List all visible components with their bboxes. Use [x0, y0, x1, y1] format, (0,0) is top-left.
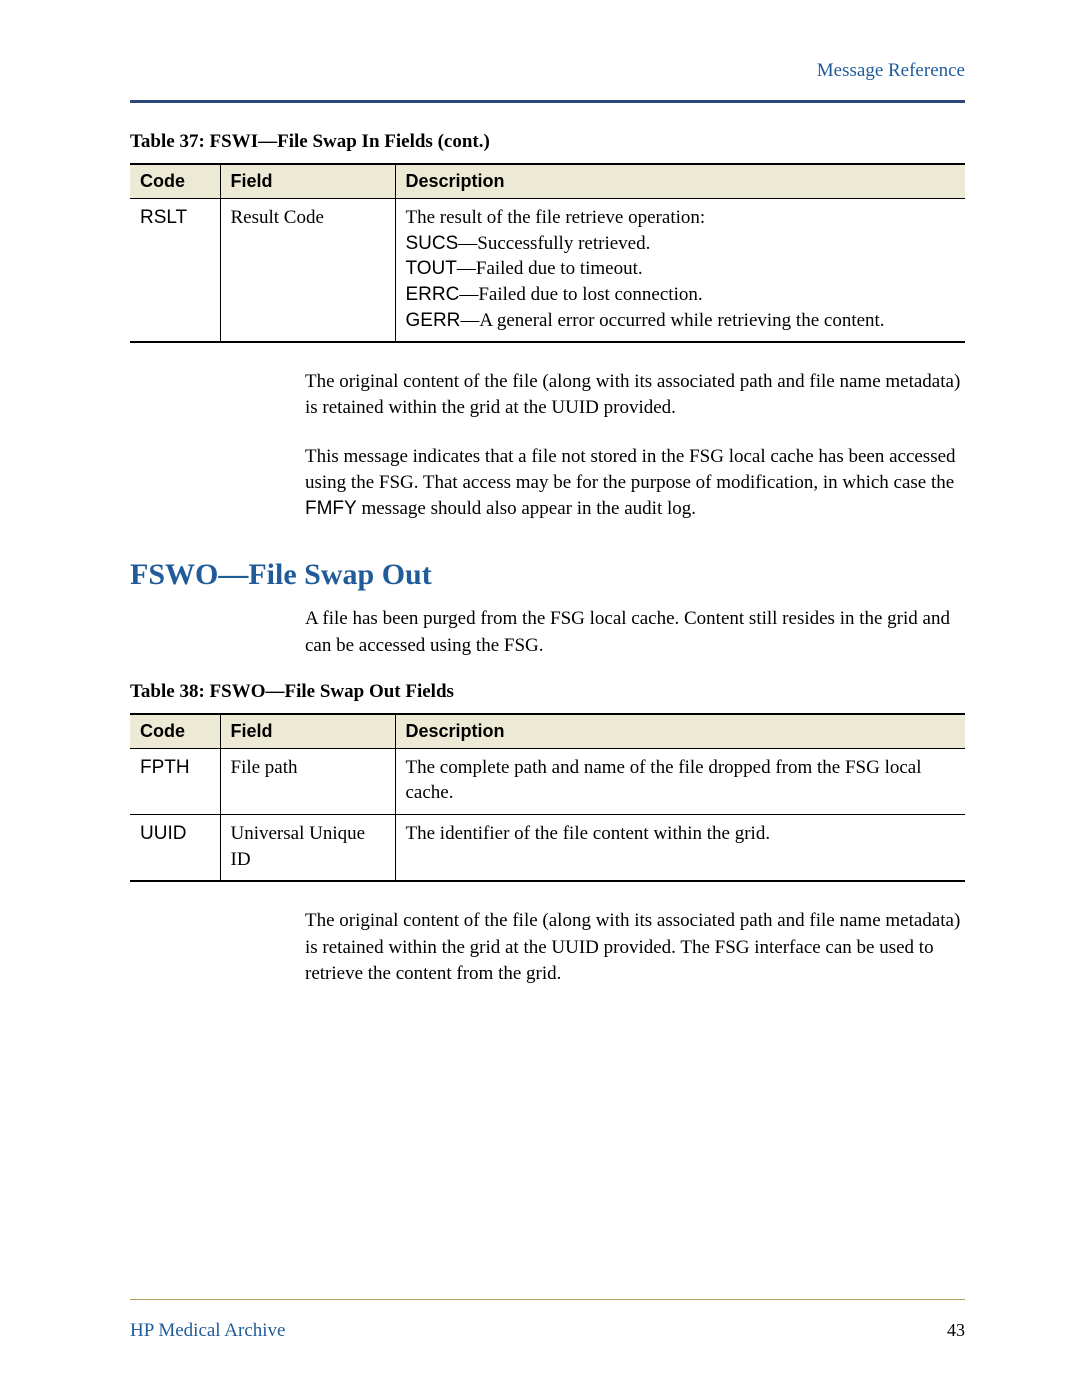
table37-field: Result Code	[220, 199, 395, 343]
table38-header-desc: Description	[395, 714, 965, 749]
paragraph-4: The original content of the file (along …	[305, 908, 965, 987]
table38-r1-desc: The identifier of the file content withi…	[395, 815, 965, 882]
table37-header-desc: Description	[395, 164, 965, 199]
para2-pre: This message indicates that a file not s…	[305, 446, 956, 493]
table-row: RSLT Result Code The result of the file …	[130, 199, 965, 343]
footer-left: HP Medical Archive	[130, 1320, 285, 1342]
table37-header-field: Field	[220, 164, 395, 199]
table37-code: RSLT	[130, 199, 220, 343]
paragraph-1: The original content of the file (along …	[305, 369, 965, 421]
bottom-rule	[130, 1299, 965, 1300]
table-row: UUID Universal Unique ID The identifier …	[130, 815, 965, 882]
table38-header-field: Field	[220, 714, 395, 749]
section-heading-fswo: FSWO—File Swap Out	[130, 558, 965, 592]
page-footer: HP Medical Archive 43	[130, 1299, 965, 1342]
table38-r0-field: File path	[220, 748, 395, 814]
desc-line: TOUT—Failed due to timeout.	[406, 256, 956, 282]
table37-caption: Table 37: FSWI—File Swap In Fields (cont…	[130, 131, 965, 153]
table38-r1-code: UUID	[130, 815, 220, 882]
desc-line: ERRC—Failed due to lost connection.	[406, 282, 956, 308]
desc-line: The result of the file retrieve operatio…	[406, 205, 956, 231]
desc-line: GERR—A general error occurred while retr…	[406, 308, 956, 334]
table38: Code Field Description FPTH File path Th…	[130, 713, 965, 883]
paragraph-2: This message indicates that a file not s…	[305, 444, 965, 523]
table-row: FPTH File path The complete path and nam…	[130, 748, 965, 814]
table37: Code Field Description RSLT Result Code …	[130, 163, 965, 343]
table37-header-code: Code	[130, 164, 220, 199]
table38-header-code: Code	[130, 714, 220, 749]
table38-r0-code: FPTH	[130, 748, 220, 814]
table38-r0-desc: The complete path and name of the file d…	[395, 748, 965, 814]
para2-post: message should also appear in the audit …	[357, 498, 696, 519]
paragraph-3: A file has been purged from the FSG loca…	[305, 606, 965, 658]
top-rule	[130, 100, 965, 103]
desc-line: SUCS—Successfully retrieved.	[406, 231, 956, 257]
header-breadcrumb: Message Reference	[130, 60, 965, 82]
table38-caption: Table 38: FSWO—File Swap Out Fields	[130, 681, 965, 703]
para2-code: FMFY	[305, 498, 357, 519]
footer-page-number: 43	[947, 1320, 965, 1341]
table37-desc: The result of the file retrieve operatio…	[395, 199, 965, 343]
table38-r1-field: Universal Unique ID	[220, 815, 395, 882]
